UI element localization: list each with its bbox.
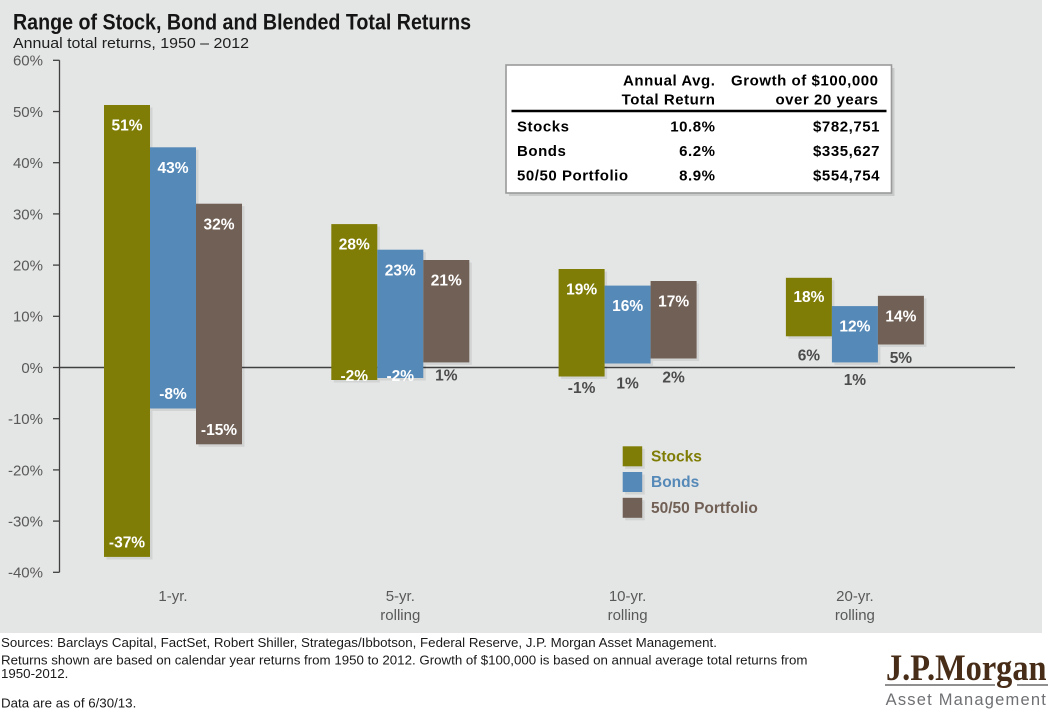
svg-text:10%: 10%: [13, 309, 43, 326]
svg-text:1%: 1%: [844, 372, 867, 389]
svg-text:Total Return: Total Return: [622, 91, 716, 108]
svg-text:5-yr.: 5-yr.: [386, 588, 415, 605]
svg-text:17%: 17%: [658, 294, 689, 311]
svg-text:28%: 28%: [339, 237, 370, 254]
svg-text:50/50 Portfolio: 50/50 Portfolio: [517, 167, 629, 184]
svg-text:-20%: -20%: [8, 462, 43, 479]
svg-text:-40%: -40%: [8, 565, 43, 582]
svg-text:2%: 2%: [662, 370, 685, 387]
svg-text:1-yr.: 1-yr.: [158, 588, 187, 605]
svg-text:0%: 0%: [21, 360, 43, 377]
svg-text:23%: 23%: [385, 262, 416, 279]
svg-text:20-yr.: 20-yr.: [836, 588, 874, 605]
svg-text:6%: 6%: [798, 348, 821, 365]
svg-text:J.P.Morgan: J.P.Morgan: [886, 648, 1047, 689]
svg-text:16%: 16%: [612, 298, 643, 315]
svg-text:8.9%: 8.9%: [679, 167, 715, 184]
svg-text:43%: 43%: [157, 160, 188, 177]
svg-text:over 20 years: over 20 years: [775, 91, 878, 108]
svg-text:Returns shown are based on cal: Returns shown are based on calendar year…: [1, 653, 807, 668]
svg-text:Asset Management: Asset Management: [886, 691, 1047, 709]
svg-text:30%: 30%: [13, 206, 43, 223]
svg-text:$335,627: $335,627: [813, 143, 880, 160]
svg-text:Annual total returns, 1950 – 2: Annual total returns, 1950 – 2012: [13, 35, 249, 52]
svg-text:-37%: -37%: [109, 535, 145, 552]
svg-text:-2%: -2%: [387, 368, 415, 385]
svg-text:Stocks: Stocks: [651, 449, 702, 466]
svg-text:32%: 32%: [203, 216, 234, 233]
svg-text:10.8%: 10.8%: [670, 118, 715, 135]
svg-text:21%: 21%: [431, 273, 462, 290]
svg-text:19%: 19%: [566, 282, 597, 299]
svg-text:-8%: -8%: [159, 386, 187, 403]
svg-text:50%: 50%: [13, 104, 43, 121]
svg-text:-2%: -2%: [341, 368, 369, 385]
svg-text:1%: 1%: [435, 367, 458, 384]
svg-text:1950-2012.: 1950-2012.: [1, 666, 68, 681]
svg-text:Sources: Barclays Capital, Fac: Sources: Barclays Capital, FactSet, Robe…: [1, 635, 717, 650]
svg-text:6.2%: 6.2%: [679, 143, 715, 160]
svg-text:Data are as of 6/30/13.: Data are as of 6/30/13.: [1, 696, 136, 711]
svg-text:51%: 51%: [111, 118, 142, 135]
svg-text:5%: 5%: [890, 350, 913, 367]
svg-text:rolling: rolling: [380, 607, 420, 624]
svg-text:-10%: -10%: [8, 411, 43, 428]
svg-text:Stocks: Stocks: [517, 118, 570, 135]
svg-text:Bonds: Bonds: [651, 474, 699, 491]
svg-text:$782,751: $782,751: [813, 118, 880, 135]
svg-text:60%: 60%: [13, 53, 43, 70]
svg-text:14%: 14%: [885, 308, 916, 325]
svg-text:-15%: -15%: [201, 422, 237, 439]
svg-text:-30%: -30%: [8, 514, 43, 531]
svg-text:$554,754: $554,754: [813, 167, 880, 184]
svg-text:rolling: rolling: [608, 607, 648, 624]
svg-text:18%: 18%: [793, 289, 824, 306]
svg-text:10-yr.: 10-yr.: [609, 588, 647, 605]
svg-text:rolling: rolling: [835, 607, 875, 624]
svg-text:Growth of $100,000: Growth of $100,000: [731, 73, 878, 90]
svg-text:50/50 Portfolio: 50/50 Portfolio: [651, 500, 758, 517]
svg-text:40%: 40%: [13, 155, 43, 172]
svg-text:Annual Avg.: Annual Avg.: [623, 73, 715, 90]
svg-text:20%: 20%: [13, 258, 43, 275]
svg-text:12%: 12%: [839, 319, 870, 336]
svg-text:Range of Stock, Bond and Blend: Range of Stock, Bond and Blended Total R…: [13, 10, 471, 35]
svg-text:1%: 1%: [616, 376, 639, 393]
svg-text:Bonds: Bonds: [517, 143, 566, 160]
svg-text:-1%: -1%: [568, 380, 596, 397]
